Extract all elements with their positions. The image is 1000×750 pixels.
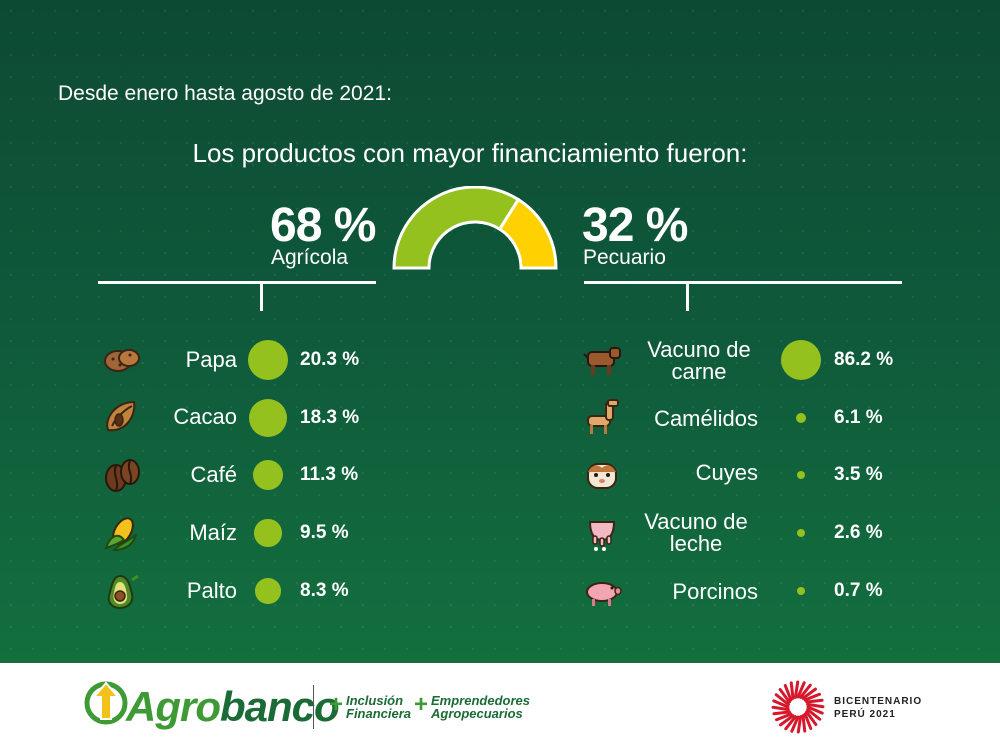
tag-emprendedores: Emprendedores Agropecuarios bbox=[431, 694, 530, 720]
product-label: Vacuno de carne bbox=[610, 339, 758, 383]
logo-part-agro: Agro bbox=[126, 683, 221, 730]
pig-icon bbox=[586, 582, 622, 606]
bicentenario-emblem-icon bbox=[771, 680, 825, 734]
value-dot bbox=[255, 578, 281, 604]
tag-inclusion: Inclusión Financiera bbox=[346, 694, 411, 720]
footer-divider bbox=[313, 685, 314, 729]
product-label: Vacuno de leche bbox=[610, 511, 758, 555]
logo-part-banco: banco bbox=[220, 683, 340, 730]
burst-ray bbox=[783, 683, 793, 702]
burst-ray bbox=[793, 680, 800, 699]
product-label: Camélidos bbox=[654, 406, 758, 431]
value-label: 3.5 % bbox=[834, 464, 883, 485]
plus-icon: + bbox=[414, 691, 429, 718]
gauge-segment-pecuario bbox=[497, 197, 558, 270]
guinea-pig-icon bbox=[587, 463, 617, 489]
llama-icon bbox=[587, 399, 619, 434]
udder-icon bbox=[588, 521, 616, 551]
bicentenario-line2: PERÚ 2021 bbox=[834, 709, 896, 720]
value-dot bbox=[253, 460, 283, 490]
agricola-divider bbox=[98, 281, 376, 284]
value-dot bbox=[797, 587, 805, 595]
agricola-label: Agrícola bbox=[271, 246, 349, 269]
value-label: 0.7 % bbox=[834, 580, 883, 601]
value-dot bbox=[248, 340, 288, 380]
burst-ray bbox=[806, 702, 825, 709]
burst-ray bbox=[778, 688, 791, 704]
coffee-bean-icon bbox=[105, 459, 140, 492]
plus-icon: + bbox=[329, 691, 344, 718]
value-dot bbox=[796, 470, 806, 480]
burst-ray bbox=[803, 692, 822, 702]
burst-ray bbox=[774, 693, 790, 706]
burst-ray bbox=[796, 715, 803, 734]
burst-ray bbox=[771, 705, 790, 712]
burst-ray bbox=[774, 712, 793, 722]
burst-ray bbox=[779, 714, 795, 727]
burst-ray bbox=[772, 710, 791, 716]
tag-inclusion-line1: Inclusión bbox=[346, 693, 404, 708]
tag-emprendedores-line2: Agropecuarios bbox=[431, 706, 523, 721]
split-gauge bbox=[392, 186, 558, 270]
tag-inclusion-line2: Financiera bbox=[346, 706, 412, 721]
agricola-connector bbox=[260, 281, 263, 311]
pecuario-percent: 32 % bbox=[582, 199, 688, 252]
burst-ray bbox=[801, 714, 807, 733]
pecuario-divider bbox=[584, 281, 902, 284]
bicentenario-text: BICENTENARIO PERÚ 2021 bbox=[834, 695, 922, 721]
burst-ray bbox=[790, 715, 800, 733]
burst-ray bbox=[806, 708, 822, 721]
product-label: Cacao bbox=[173, 404, 237, 429]
value-dot bbox=[781, 340, 821, 380]
burst-ray bbox=[805, 698, 824, 704]
burst-ray bbox=[789, 681, 795, 700]
agrobanco-logo: Agrobanco bbox=[126, 683, 340, 731]
value-label: 6.1 % bbox=[834, 407, 883, 428]
bicentenario-line1: BICENTENARIO bbox=[834, 696, 923, 707]
pecuario-connector bbox=[686, 281, 689, 311]
product-label: Café bbox=[190, 462, 237, 487]
burst-ray bbox=[806, 705, 824, 715]
burst-ray bbox=[799, 683, 812, 699]
value-label: 86.2 % bbox=[834, 349, 894, 370]
product-label: Cuyes bbox=[695, 460, 758, 485]
product-label: Palto bbox=[186, 578, 237, 603]
product-label: Maíz bbox=[189, 520, 237, 545]
value-label: 18.3 % bbox=[300, 407, 360, 428]
value-dot bbox=[797, 529, 805, 537]
value-label: 20.3 % bbox=[300, 349, 360, 370]
intro-text: Desde enero hasta agosto de 2021: bbox=[58, 82, 392, 105]
burst-ray bbox=[772, 699, 790, 709]
value-dot bbox=[795, 412, 807, 424]
product-label: Porcinos bbox=[672, 579, 758, 604]
burst-ray bbox=[805, 710, 818, 726]
tag-emprendedores-line1: Emprendedores bbox=[431, 693, 530, 708]
potato-icon bbox=[104, 349, 140, 372]
value-dot bbox=[249, 399, 287, 437]
value-label: 8.3 % bbox=[300, 580, 349, 601]
subtitle: Los productos con mayor financiamiento f… bbox=[192, 138, 748, 168]
value-label: 2.6 % bbox=[834, 522, 883, 543]
gauge-segment-agricola bbox=[392, 186, 521, 270]
avocado-icon bbox=[107, 574, 139, 610]
value-dot bbox=[254, 519, 282, 547]
value-label: 11.3 % bbox=[300, 464, 359, 485]
cacao-icon bbox=[106, 400, 136, 432]
footer: Agrobanco + Inclusión Financiera + Empre… bbox=[0, 663, 1000, 750]
corn-icon bbox=[104, 517, 137, 552]
product-label: Papa bbox=[185, 347, 237, 372]
product-label-text: Vacuno de leche bbox=[644, 509, 748, 556]
burst-ray bbox=[801, 687, 817, 700]
cow-icon bbox=[583, 347, 621, 375]
burst-ray bbox=[796, 681, 806, 699]
value-label: 9.5 % bbox=[300, 522, 349, 543]
agrobanco-logo-icon bbox=[84, 681, 128, 725]
product-label-text: Vacuno de carne bbox=[647, 337, 751, 384]
agricola-percent: 68 % bbox=[270, 199, 376, 252]
burst-ray bbox=[803, 712, 813, 731]
pecuario-label: Pecuario bbox=[583, 246, 666, 269]
burst-ray bbox=[784, 715, 797, 731]
